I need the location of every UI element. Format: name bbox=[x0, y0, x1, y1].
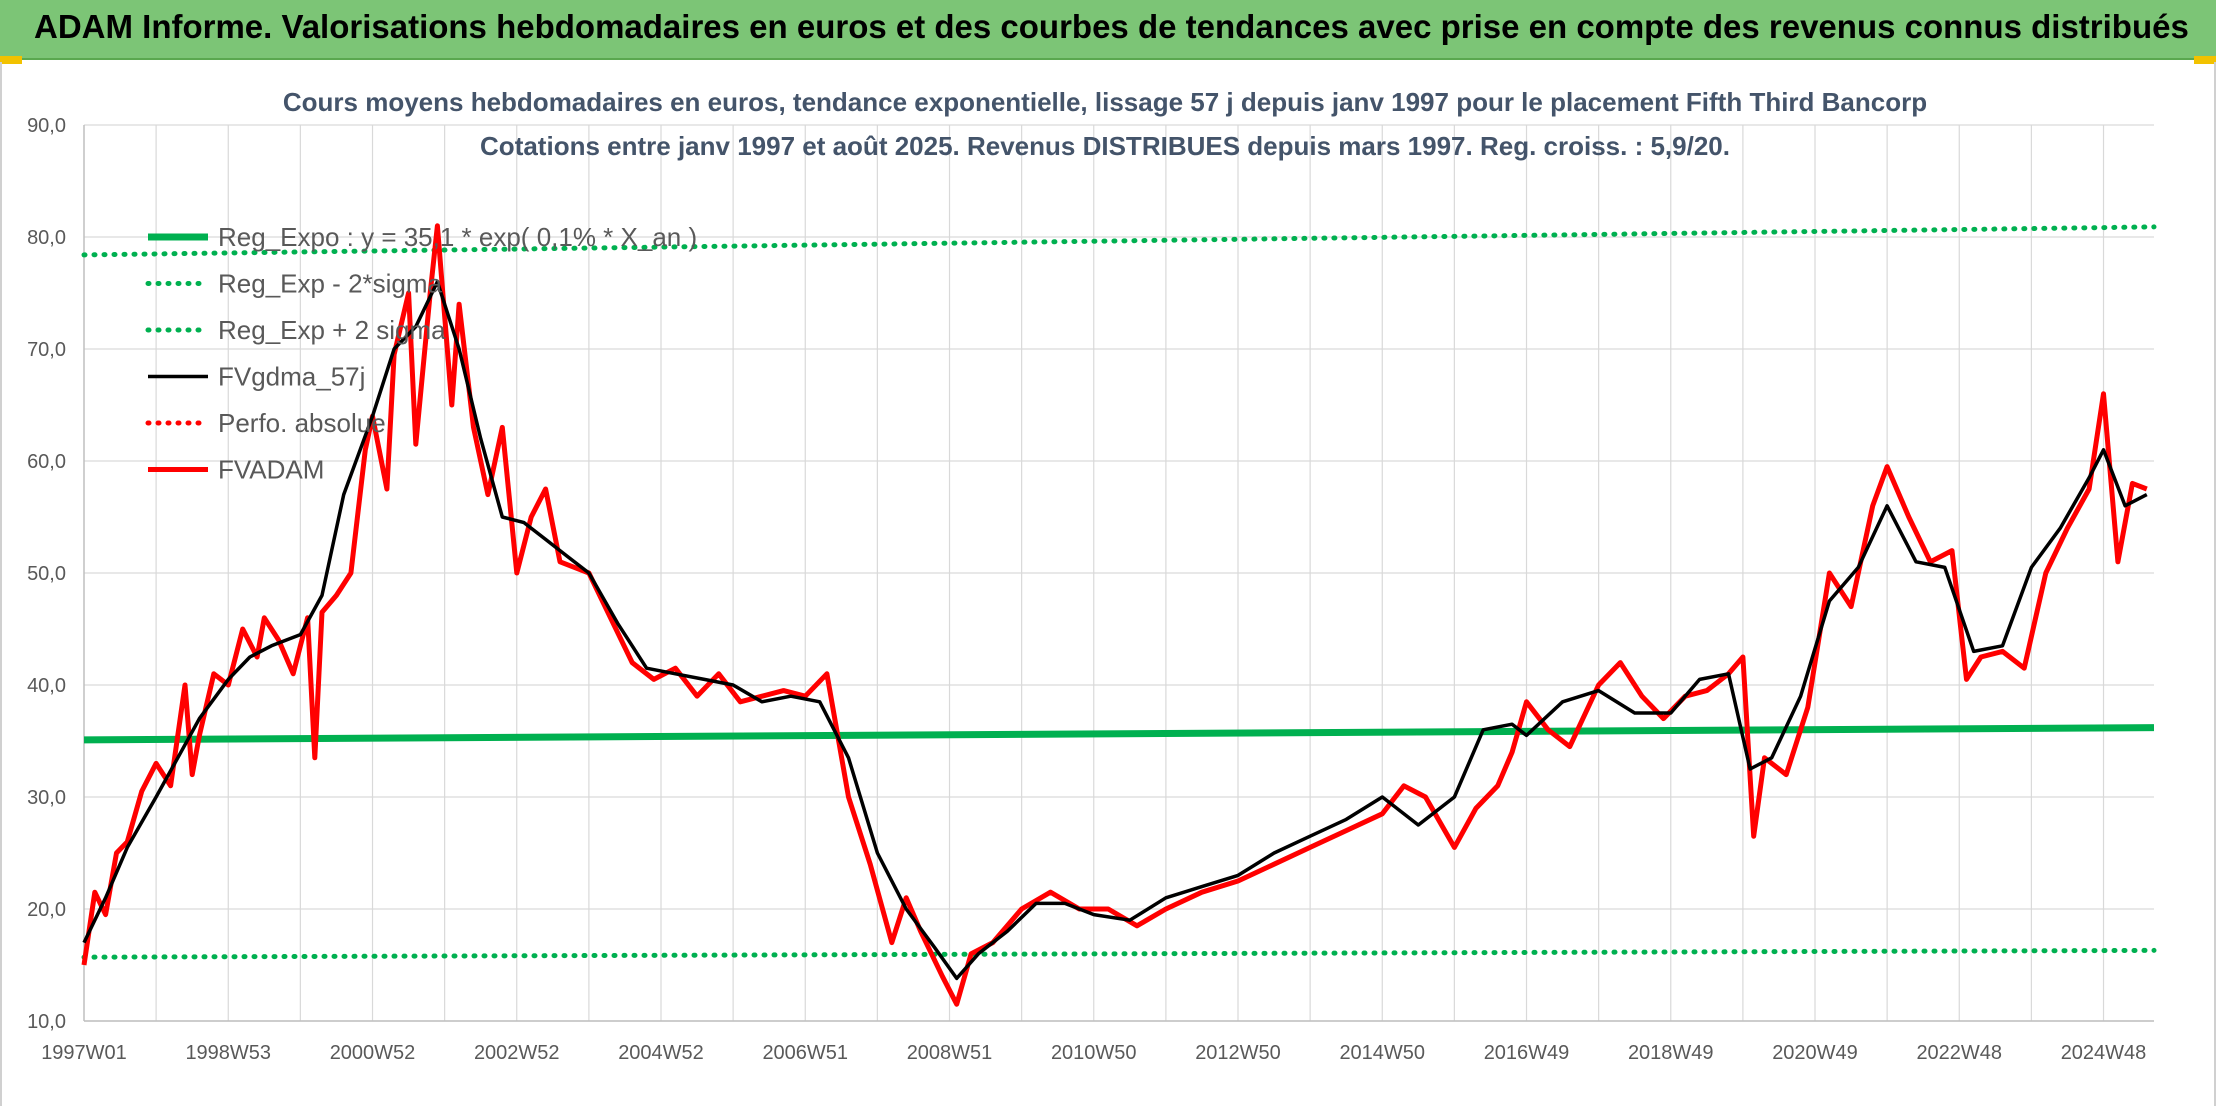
legend-label: FVADAM bbox=[218, 455, 324, 485]
y-tick-label: 50,0 bbox=[27, 563, 66, 585]
x-tick-label: 2004W52 bbox=[618, 1042, 704, 1064]
y-tick-label: 90,0 bbox=[27, 115, 66, 137]
series-line-3 bbox=[82, 280, 2148, 981]
chart-series bbox=[81, 223, 2157, 1007]
x-tick-label: 2010W50 bbox=[1051, 1042, 1137, 1064]
chart-title: Cours moyens hebdomadaires en euros, ten… bbox=[283, 87, 1927, 117]
x-tick-label: 1998W53 bbox=[185, 1042, 271, 1064]
x-tick-label: 2012W50 bbox=[1195, 1042, 1281, 1064]
report-title: ADAM Informe. Valorisations hebdomadaire… bbox=[34, 8, 2189, 45]
chart-grid bbox=[83, 124, 2154, 1022]
x-tick-label: 2024W48 bbox=[2061, 1042, 2147, 1064]
x-axis-ticks: 1997W01 1998W53 2000W52 2002W52 2004W52 2006W… bbox=[41, 1042, 2146, 1064]
series-line-1 bbox=[81, 947, 2157, 960]
report-banner: ADAM Informe. Valorisations hebdomadaire… bbox=[0, 0, 2216, 60]
x-tick-label: 2022W48 bbox=[1916, 1042, 2002, 1064]
x-tick-label: 2018W49 bbox=[1628, 1042, 1714, 1064]
y-tick-label: 80,0 bbox=[27, 227, 66, 249]
legend-label: Reg_Exp + 2 sigma bbox=[218, 315, 446, 345]
series-line-5 bbox=[81, 223, 2148, 1007]
chart-legend: Reg_Expo : y = 35,1 * exp( 0,1% * X_an )… bbox=[145, 222, 697, 485]
series-line-0 bbox=[83, 724, 2155, 744]
chart-subtitle: Cotations entre janv 1997 et août 2025. … bbox=[480, 131, 1730, 161]
banner-corner-right bbox=[2194, 56, 2216, 64]
y-tick-label: 10,0 bbox=[27, 1011, 66, 1033]
chart-svg: 10,0 20,0 30,0 40,0 50,0 60,0 70,0 80,0 90,0 199… bbox=[27, 87, 2157, 1064]
y-tick-label: 70,0 bbox=[27, 339, 66, 361]
x-tick-label: 2020W49 bbox=[1772, 1042, 1858, 1064]
x-tick-label: 2006W51 bbox=[762, 1042, 848, 1064]
banner-corner-left bbox=[0, 56, 22, 64]
y-tick-label: 30,0 bbox=[27, 787, 66, 809]
y-axis-ticks: 10,0 20,0 30,0 40,0 50,0 60,0 70,0 80,0 90,0 bbox=[27, 115, 66, 1033]
x-tick-label: 2014W50 bbox=[1339, 1042, 1425, 1064]
y-tick-label: 60,0 bbox=[27, 451, 66, 473]
x-tick-label: 1997W01 bbox=[41, 1042, 127, 1064]
legend-label: FVgdma_57j bbox=[218, 362, 365, 392]
x-tick-label: 2008W51 bbox=[907, 1042, 993, 1064]
chart-titles: Cours moyens hebdomadaires en euros, ten… bbox=[283, 87, 1927, 161]
chart-frame: 10,0 20,0 30,0 40,0 50,0 60,0 70,0 80,0 90,0 199… bbox=[0, 62, 2216, 1106]
y-tick-label: 20,0 bbox=[27, 899, 66, 921]
legend-label: Reg_Exp - 2*sigma bbox=[218, 269, 443, 299]
x-tick-label: 2000W52 bbox=[330, 1042, 416, 1064]
legend-label: Perfo. absolue bbox=[218, 408, 386, 438]
x-tick-label: 2002W52 bbox=[474, 1042, 560, 1064]
legend-label: Reg_Expo : y = 35,1 * exp( 0,1% * X_an ) bbox=[218, 222, 697, 252]
x-tick-label: 2016W49 bbox=[1484, 1042, 1570, 1064]
y-tick-label: 40,0 bbox=[27, 675, 66, 697]
